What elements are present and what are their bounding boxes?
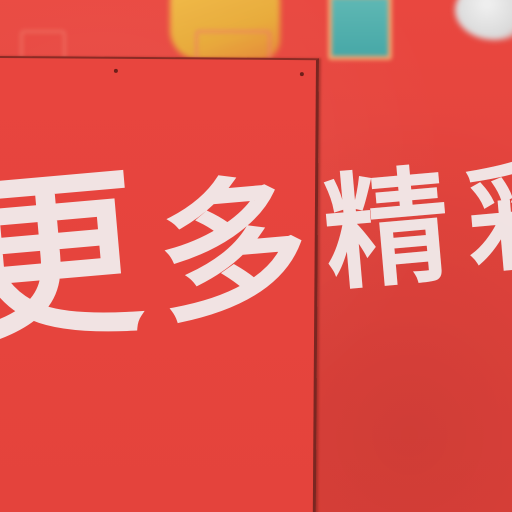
white-graphic xyxy=(455,0,512,40)
poster-art-strip xyxy=(0,0,512,80)
sign-character: 更 xyxy=(0,146,167,372)
sign-character: 精 xyxy=(318,151,474,309)
teal-graphic xyxy=(328,0,392,60)
panel-pin xyxy=(299,72,304,77)
panel-pin xyxy=(113,68,118,73)
sign-character: 多 xyxy=(150,157,333,346)
pink-outline-graphic xyxy=(20,30,66,80)
sign-text: 更多精彩 xyxy=(0,122,512,372)
